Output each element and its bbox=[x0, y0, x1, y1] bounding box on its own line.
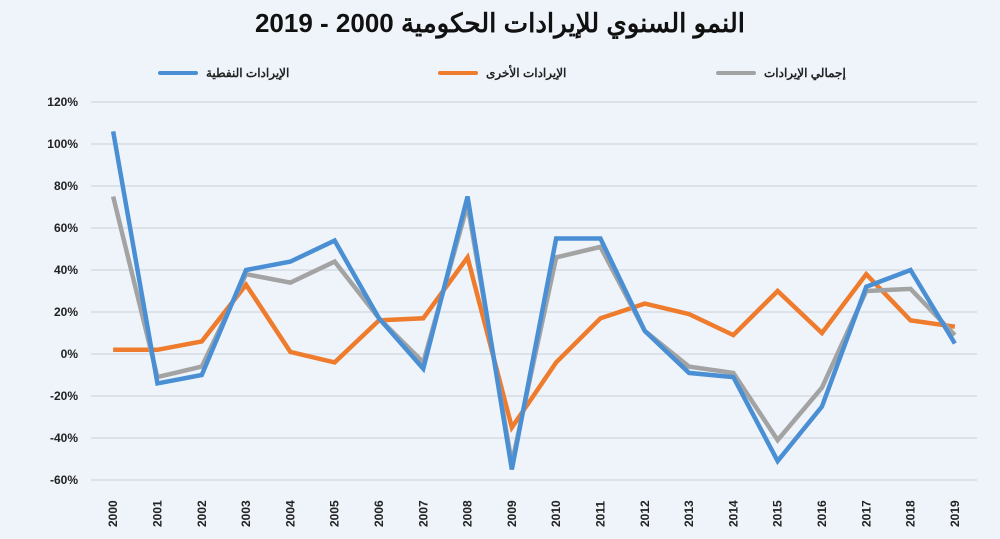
x-tick-label: 2016 bbox=[815, 500, 829, 527]
x-tick-label: 2003 bbox=[239, 500, 253, 527]
series-line-2 bbox=[110, 195, 957, 464]
y-tick-label: 60% bbox=[54, 221, 78, 235]
x-tick-label: 2010 bbox=[549, 500, 563, 527]
legend-label-total: إجمالي الإيرادات bbox=[764, 66, 846, 80]
legend-item-total: إجمالي الإيرادات bbox=[716, 66, 846, 80]
x-tick-label: 2015 bbox=[771, 500, 785, 527]
y-tick-label: 0% bbox=[61, 347, 79, 361]
x-tick-label: 2005 bbox=[328, 500, 342, 527]
y-tick-label: 100% bbox=[47, 137, 78, 151]
legend-label-other: الإيرادات الأخرى bbox=[486, 66, 567, 80]
y-tick-label: -40% bbox=[50, 431, 78, 445]
series-line-0 bbox=[110, 131, 957, 470]
y-tick-label: 80% bbox=[54, 179, 78, 193]
x-tick-label: 2008 bbox=[461, 500, 475, 527]
y-tick-label: 40% bbox=[54, 263, 78, 277]
x-tick-label: 2004 bbox=[283, 500, 297, 527]
x-tick-label: 2014 bbox=[726, 500, 740, 527]
x-tick-label: 2012 bbox=[638, 500, 652, 527]
legend-item-oil: الإيرادات النفطية bbox=[158, 66, 289, 80]
x-tick-label: 2007 bbox=[416, 500, 430, 527]
legend-swatch-total bbox=[716, 71, 756, 75]
x-tick-label: 2001 bbox=[150, 500, 164, 527]
x-tick-label: 2013 bbox=[682, 500, 696, 527]
legend-label-oil: الإيرادات النفطية bbox=[206, 66, 290, 80]
y-tick-label: -20% bbox=[50, 389, 78, 403]
x-tick-label: 2000 bbox=[106, 500, 120, 527]
x-tick-label: 2009 bbox=[505, 500, 519, 527]
legend-swatch-other bbox=[438, 71, 478, 75]
legend-item-other: الإيرادات الأخرى bbox=[438, 66, 566, 80]
series-line-1 bbox=[113, 252, 956, 433]
y-tick-label: 120% bbox=[47, 95, 78, 109]
x-tick-label: 2002 bbox=[195, 500, 209, 527]
x-tick-label: 2011 bbox=[593, 501, 607, 527]
x-tick-label: 2018 bbox=[904, 500, 918, 527]
x-tick-label: 2019 bbox=[948, 500, 962, 527]
legend-swatch-oil bbox=[158, 71, 198, 75]
x-tick-label: 2017 bbox=[859, 500, 873, 527]
y-tick-label: -60% bbox=[50, 473, 78, 487]
y-tick-label: 20% bbox=[54, 305, 78, 319]
x-tick-label: 2006 bbox=[372, 500, 386, 527]
chart-title: النمو السنوي للإيرادات الحكومية 2000 - 2… bbox=[254, 8, 746, 38]
